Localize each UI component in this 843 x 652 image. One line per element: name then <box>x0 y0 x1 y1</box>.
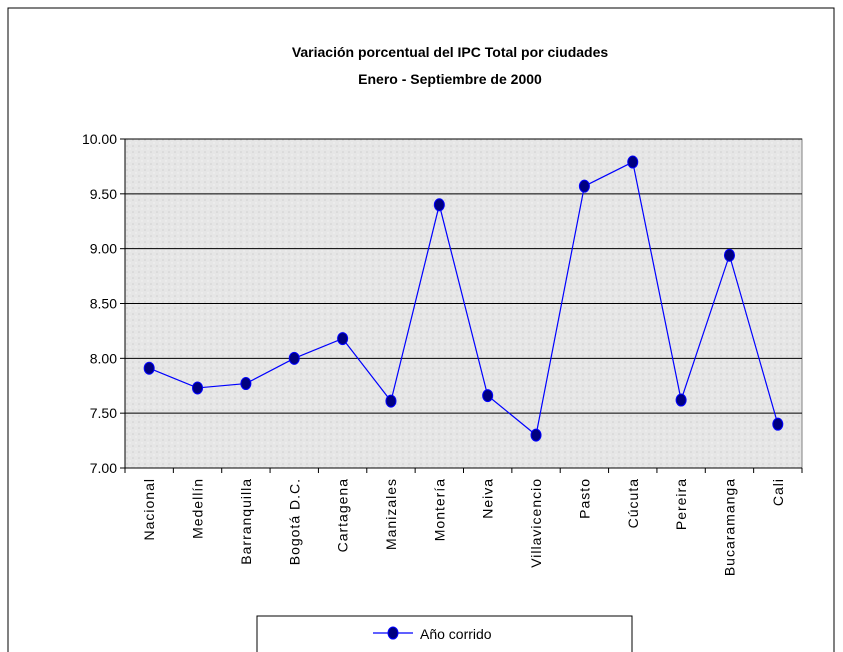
marker <box>675 393 687 407</box>
y-tick-label: 7.00 <box>90 460 117 476</box>
marker <box>433 198 445 212</box>
marker <box>240 377 252 391</box>
y-tick-label: 9.50 <box>90 186 117 202</box>
x-tick-label: Bucaramanga <box>721 478 737 576</box>
x-tick-label: Cartagena <box>335 478 351 552</box>
marker <box>385 394 397 408</box>
y-tick-label: 10.00 <box>82 131 117 147</box>
marker <box>143 361 155 375</box>
x-tick-label: Manizales <box>383 478 399 550</box>
marker <box>530 428 542 442</box>
x-tick-label: Neiva <box>480 478 496 519</box>
marker <box>337 332 349 346</box>
x-tick-label: Barranquilla <box>238 478 254 565</box>
chart-title: Variación porcentual del IPC Total por c… <box>292 44 609 60</box>
legend <box>256 615 633 652</box>
y-tick-label: 7.50 <box>90 405 117 421</box>
marker <box>192 381 204 395</box>
x-tick-label: Bogotá D.C. <box>286 478 302 565</box>
marker <box>482 389 494 403</box>
series-line <box>148 161 779 437</box>
marker <box>288 351 300 365</box>
y-tick-label: 8.50 <box>90 296 117 312</box>
marker <box>723 248 735 262</box>
x-tick-label: Pereira <box>673 478 689 530</box>
x-tick-label: Montería <box>431 478 447 541</box>
x-tick-label: Nacional <box>141 478 157 540</box>
y-tick-label: 9.00 <box>90 241 117 257</box>
x-tick-label: Villavicencio <box>528 478 544 568</box>
x-tick-label: Medellín <box>190 478 206 539</box>
legend-label: Año corrido <box>420 626 492 642</box>
marker <box>627 155 639 169</box>
y-tick-label: 8.00 <box>90 350 117 366</box>
marker <box>578 179 590 193</box>
legend-marker <box>387 626 399 640</box>
x-tick-label: Pasto <box>576 478 592 519</box>
x-tick-label: Cali <box>770 478 786 506</box>
chart-subtitle: Enero - Septiembre de 2000 <box>358 71 542 87</box>
x-tick-label: Cúcuta <box>625 478 641 528</box>
marker <box>772 417 784 431</box>
